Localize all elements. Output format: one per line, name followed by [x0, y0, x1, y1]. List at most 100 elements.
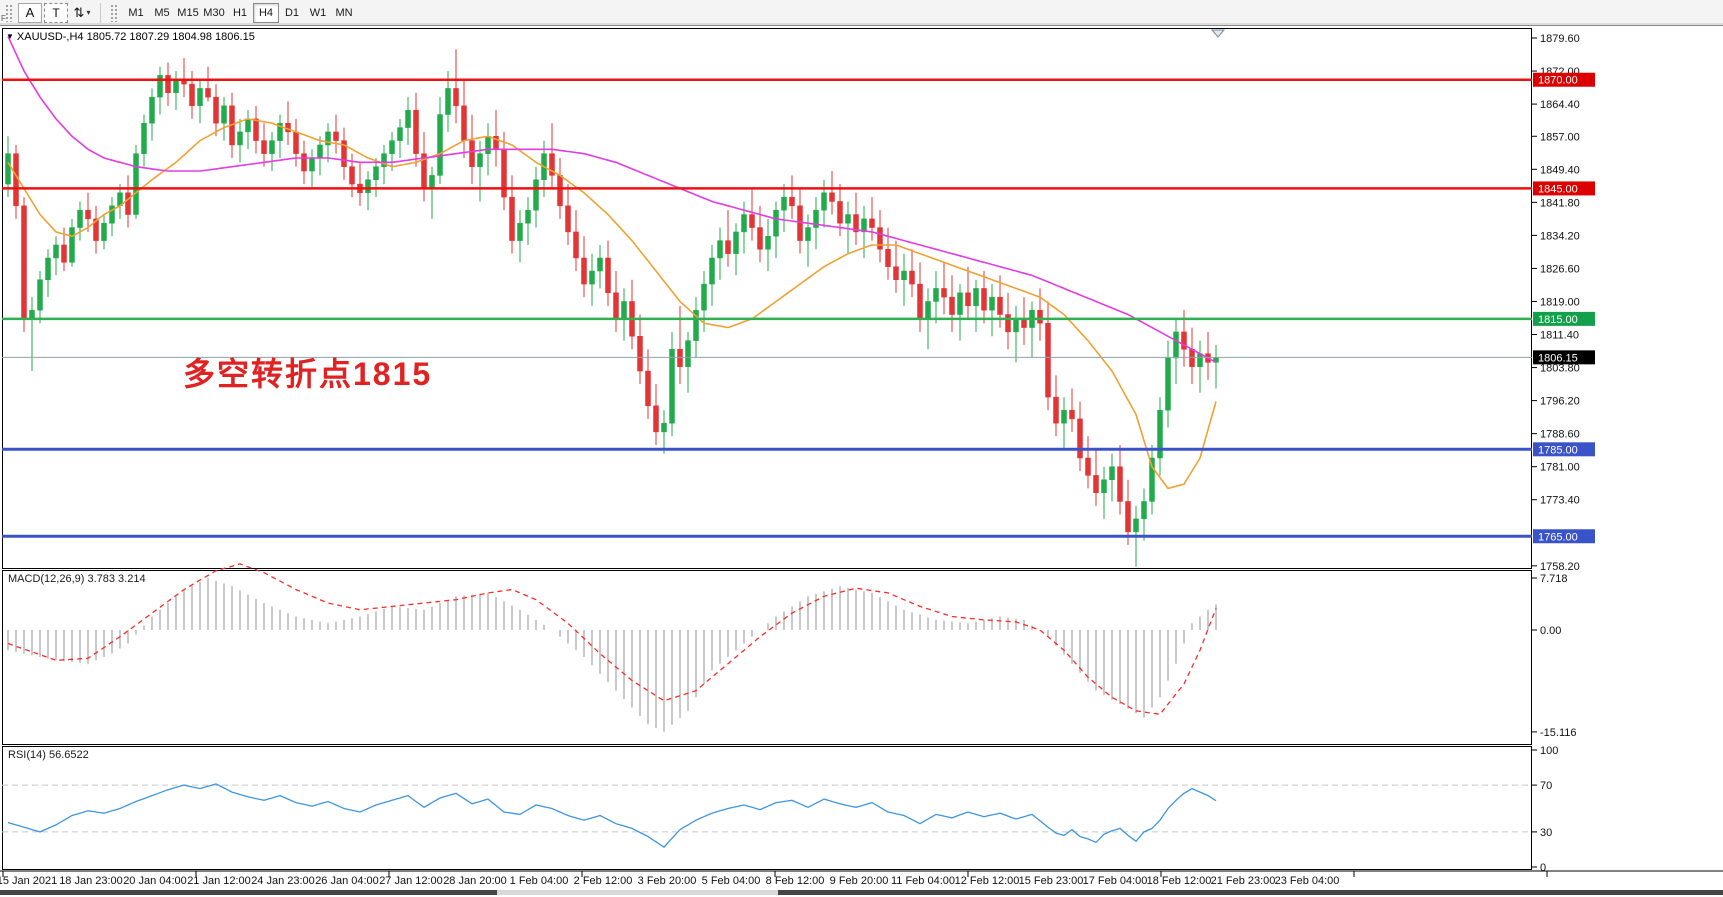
- tab-timeframe-mn[interactable]: MN: [335, 6, 353, 19]
- svg-text:30: 30: [1540, 827, 1552, 839]
- svg-text:1870.00: 1870.00: [1538, 75, 1578, 87]
- svg-text:1758.20: 1758.20: [1540, 561, 1580, 573]
- svg-text:1879.60: 1879.60: [1540, 33, 1580, 45]
- macd-signal-line: [7, 563, 1217, 715]
- scrollbar-track-segment[interactable]: [0, 890, 497, 895]
- svg-text:1826.60: 1826.60: [1540, 263, 1580, 275]
- svg-text:1 Feb 04:00: 1 Feb 04:00: [510, 875, 569, 887]
- svg-text:0: 0: [1540, 862, 1546, 874]
- chart-annotation: 多空转折点1815: [183, 356, 433, 392]
- tab-timeframe-h1[interactable]: H1: [232, 6, 248, 19]
- collapse-triangle-icon[interactable]: ▼: [6, 32, 14, 41]
- arrows-icon: ⇅: [73, 4, 85, 20]
- price-badge-1785.00: [1533, 442, 1595, 457]
- scrollbar-thumb[interactable]: [497, 890, 778, 895]
- svg-text:9 Feb 20:00: 9 Feb 20:00: [830, 875, 889, 887]
- svg-text:27 Jan 12:00: 27 Jan 12:00: [379, 875, 443, 887]
- svg-text:26 Jan 04:00: 26 Jan 04:00: [315, 875, 379, 887]
- horizontal-levels-layer: [2, 78, 1532, 538]
- macd-indicator-label: MACD(12,26,9) 3.783 3.214: [8, 573, 146, 585]
- svg-text:1849.40: 1849.40: [1540, 164, 1580, 176]
- svg-text:1819.00: 1819.00: [1540, 296, 1580, 308]
- svg-text:1765.00: 1765.00: [1538, 531, 1578, 543]
- tab-timeframe-m30[interactable]: M30: [203, 6, 225, 19]
- chart-shift-marker-icon[interactable]: [1210, 29, 1226, 38]
- svg-text:18 Jan 23:00: 18 Jan 23:00: [59, 875, 123, 887]
- chart-title-text: XAUUSD-,H4 1805.72 1807.29 1804.98 1806.…: [16, 31, 255, 43]
- toolbar-handle-label: F: [1, 14, 6, 23]
- svg-text:1773.40: 1773.40: [1540, 495, 1580, 507]
- svg-text:0.00: 0.00: [1540, 625, 1561, 637]
- svg-text:1788.60: 1788.60: [1540, 429, 1580, 441]
- svg-text:28 Jan 20:00: 28 Jan 20:00: [443, 875, 507, 887]
- svg-text:23 Feb 04:00: 23 Feb 04:00: [1275, 875, 1340, 887]
- svg-text:1781.00: 1781.00: [1540, 462, 1580, 474]
- price-axis: 1879.601872.001864.401857.001849.401841.…: [1532, 33, 1595, 874]
- svg-text:1857.00: 1857.00: [1540, 131, 1580, 143]
- svg-text:11 Feb 04:00: 11 Feb 04:00: [891, 875, 955, 887]
- svg-text:12 Feb 12:00: 12 Feb 12:00: [955, 875, 1020, 887]
- svg-text:7.718: 7.718: [1540, 573, 1568, 585]
- price-badge-1815.00: [1533, 311, 1595, 326]
- text-label-button[interactable]: T: [44, 2, 68, 23]
- svg-text:1803.80: 1803.80: [1540, 363, 1580, 375]
- timeframe-toolbar: M1 M5 M15 M30 H1 H4 D1 W1 MN: [123, 2, 357, 23]
- svg-text:1864.40: 1864.40: [1540, 99, 1580, 111]
- tab-timeframe-m5[interactable]: M5: [154, 6, 170, 19]
- svg-text:5 Feb 04:00: 5 Feb 04:00: [702, 875, 761, 887]
- svg-text:1845.00: 1845.00: [1538, 183, 1578, 195]
- svg-text:1841.80: 1841.80: [1540, 197, 1580, 209]
- price-badge-1806.15: [1533, 350, 1595, 365]
- rsi-pane: [2, 783, 1532, 848]
- timeframe-drag-handle[interactable]: [110, 3, 118, 22]
- macd-pane: [7, 563, 1217, 732]
- svg-text:2 Feb 12:00: 2 Feb 12:00: [574, 875, 633, 887]
- annotate-text-button[interactable]: A: [18, 2, 42, 23]
- tab-timeframe-m15[interactable]: M15: [177, 6, 199, 19]
- tab-timeframe-h4[interactable]: H4: [253, 2, 279, 23]
- rsi-pane-border: [2, 746, 1532, 870]
- svg-text:-15.116: -15.116: [1540, 727, 1577, 739]
- toolbar-drag-handle[interactable]: [5, 3, 13, 22]
- cursor-mode-button[interactable]: ⇅ ▾: [70, 3, 94, 23]
- ma-slow-magenta-line: [7, 35, 1217, 364]
- svg-text:1811.40: 1811.40: [1540, 330, 1579, 342]
- toolbar: F A T ⇅ ▾ M1 M5 M15 M30 H1 H4 D1 W1 MN: [0, 0, 1723, 26]
- macd-pane-border: [2, 570, 1532, 745]
- svg-text:21 Jan 12:00: 21 Jan 12:00: [187, 875, 251, 887]
- svg-text:70: 70: [1540, 780, 1552, 792]
- price-badge-1870.00: [1533, 72, 1595, 87]
- rsi-indicator-label: RSI(14) 56.6522: [8, 749, 89, 761]
- ma-fast-orange-line: [7, 118, 1217, 490]
- tab-timeframe-d1[interactable]: D1: [284, 6, 300, 19]
- svg-text:1796.20: 1796.20: [1540, 396, 1580, 408]
- svg-text:100: 100: [1540, 745, 1558, 757]
- main-pane-border: [2, 28, 1532, 569]
- svg-text:1806.15: 1806.15: [1538, 352, 1578, 364]
- svg-text:15 Feb 23:00: 15 Feb 23:00: [1019, 875, 1084, 887]
- svg-text:18 Feb 12:00: 18 Feb 12:00: [1147, 875, 1212, 887]
- svg-text:3 Feb 20:00: 3 Feb 20:00: [638, 875, 697, 887]
- svg-text:15 Jan 2021: 15 Jan 2021: [0, 875, 57, 887]
- svg-text:1815.00: 1815.00: [1538, 314, 1578, 326]
- svg-text:8 Feb 12:00: 8 Feb 12:00: [766, 875, 825, 887]
- candles-layer: [5, 49, 1219, 567]
- svg-text:20 Jan 04:00: 20 Jan 04:00: [123, 875, 187, 887]
- tab-timeframe-m1[interactable]: M1: [128, 6, 144, 19]
- svg-text:1785.00: 1785.00: [1538, 444, 1578, 456]
- chart-title: ▼ XAUUSD-,H4 1805.72 1807.29 1804.98 1806…: [6, 31, 255, 43]
- rsi-line: [7, 783, 1217, 848]
- toolbar-separator: [100, 2, 101, 23]
- scrollbar-track-segment[interactable]: [778, 890, 1723, 895]
- svg-text:1834.20: 1834.20: [1540, 230, 1580, 242]
- tab-timeframe-w1[interactable]: W1: [309, 6, 327, 19]
- time-axis: 15 Jan 2021 18 Jan 23:00 20 Jan 04:00 21 Ja…: [0, 870, 1723, 887]
- svg-text:24 Jan 23:00: 24 Jan 23:00: [251, 875, 315, 887]
- svg-text:21 Feb 23:00: 21 Feb 23:00: [1211, 875, 1276, 887]
- price-badge-1845.00: [1533, 181, 1595, 196]
- price-badge-1765.00: [1533, 529, 1595, 544]
- svg-text:17 Feb 04:00: 17 Feb 04:00: [1083, 875, 1148, 887]
- chevron-down-icon: ▾: [86, 8, 91, 17]
